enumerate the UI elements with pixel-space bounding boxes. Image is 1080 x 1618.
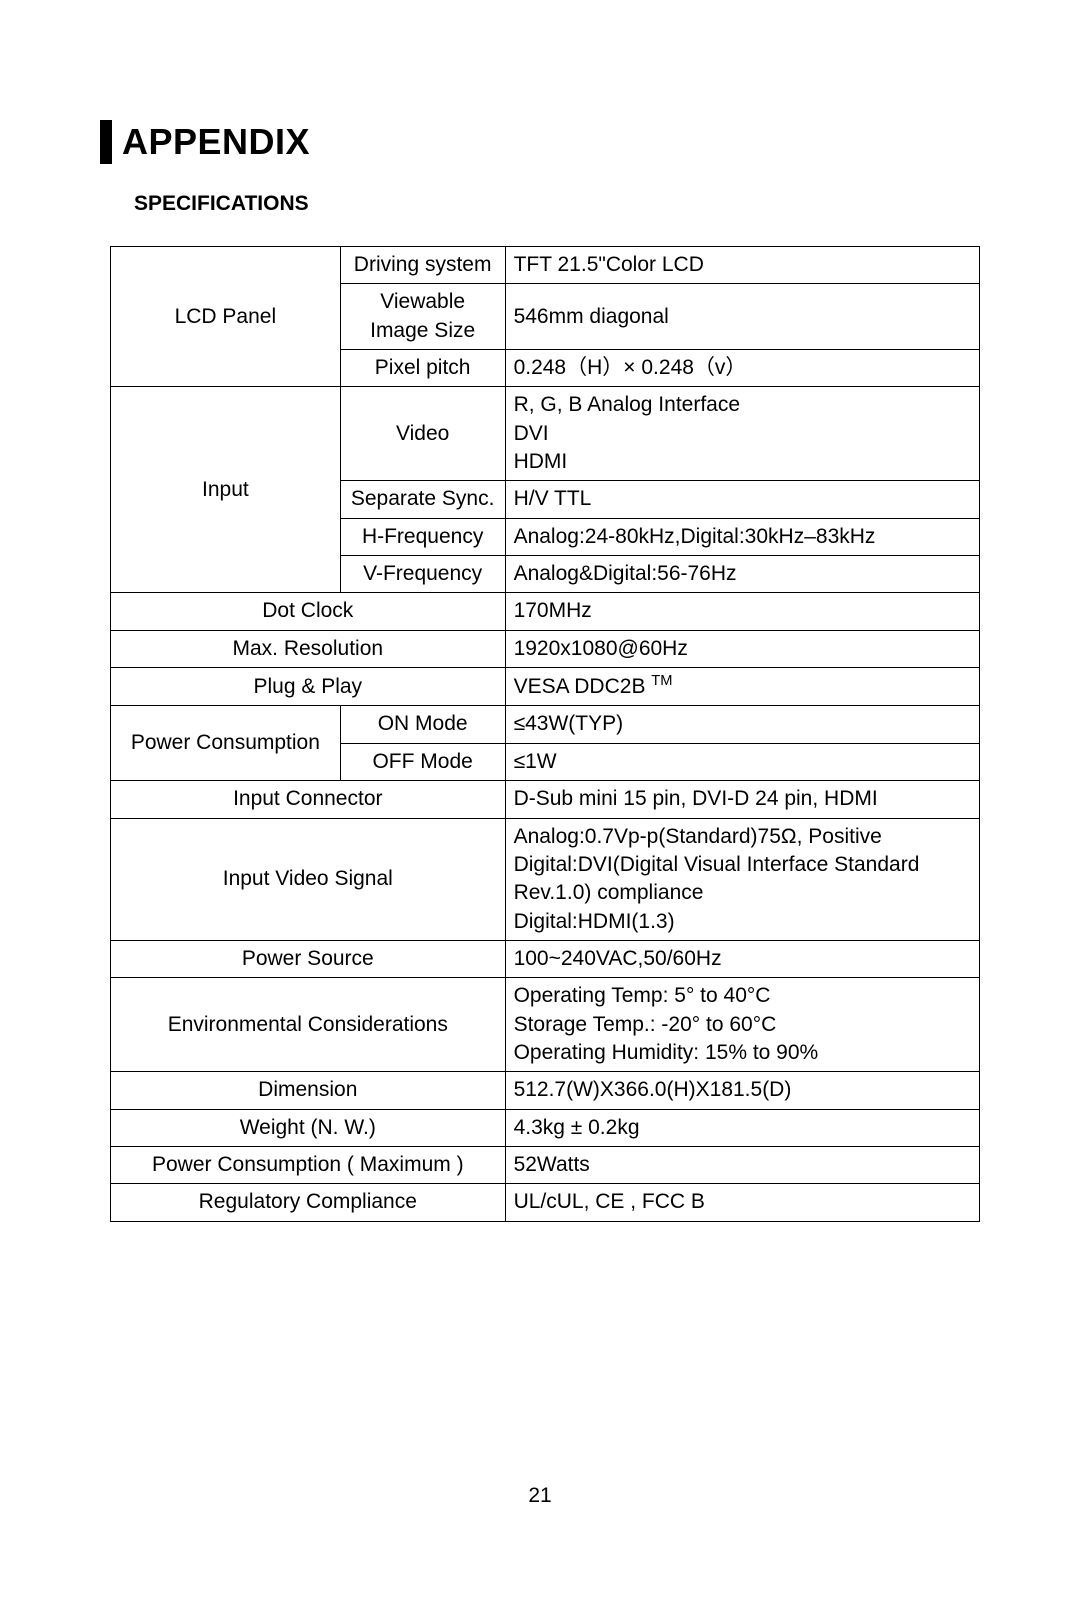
cell-value: Analog:0.7Vp-p(Standard)75Ω, Positive Di… [505,818,979,940]
page-title: APPENDIX [122,121,310,163]
page-number: 21 [0,1484,1080,1508]
plug-play-value: VESA DDC2B [514,675,652,698]
cell-value: 1920x1080@60Hz [505,630,979,667]
cell-subcategory: Viewable Image Size [340,284,505,350]
cell-value: UL/cUL, CE , FCC B [505,1184,979,1221]
document-page: APPENDIX SPECIFICATIONS LCD Panel Drivin… [0,0,1080,1222]
table-row: Input Video Signal Analog:0.7Vp-p(Standa… [111,818,980,940]
cell-value: 0.248（H）× 0.248（v） [505,350,979,387]
cell-value: ≤1W [505,743,979,780]
cell-subcategory: OFF Mode [340,743,505,780]
table-row: Input Connector D-Sub mini 15 pin, DVI-D… [111,781,980,818]
cell-value: 52Watts [505,1146,979,1183]
table-row: LCD Panel Driving system TFT 21.5"Color … [111,247,980,284]
cell-subcategory: ON Mode [340,706,505,743]
cell-category: Plug & Play [111,668,506,706]
cell-category: Power Consumption [111,706,341,781]
cell-value: Analog&Digital:56-76Hz [505,556,979,593]
title-row: APPENDIX [100,120,980,164]
cell-value: TFT 21.5"Color LCD [505,247,979,284]
cell-category: Regulatory Compliance [111,1184,506,1221]
cell-category: Power Consumption ( Maximum ) [111,1146,506,1183]
cell-value: Operating Temp: 5° to 40°C Storage Temp.… [505,978,979,1072]
cell-subcategory: V-Frequency [340,556,505,593]
cell-value: D-Sub mini 15 pin, DVI-D 24 pin, HDMI [505,781,979,818]
cell-category: Input [111,387,341,593]
table-row: Max. Resolution 1920x1080@60Hz [111,630,980,667]
trademark-superscript: TM [651,673,672,689]
table-row: Environmental Considerations Operating T… [111,978,980,1072]
cell-value: 546mm diagonal [505,284,979,350]
cell-category: Weight (N. W.) [111,1109,506,1146]
cell-value: R, G, B Analog Interface DVI HDMI [505,387,979,481]
table-row: Power Source 100~240VAC,50/60Hz [111,940,980,977]
cell-value: 512.7(W)X366.0(H)X181.5(D) [505,1072,979,1109]
cell-category: Dimension [111,1072,506,1109]
cell-value: H/V TTL [505,481,979,518]
table-row: Power Consumption ON Mode ≤43W(TYP) [111,706,980,743]
table-row: Dimension 512.7(W)X366.0(H)X181.5(D) [111,1072,980,1109]
cell-subcategory: Separate Sync. [340,481,505,518]
cell-subcategory: H-Frequency [340,518,505,555]
table-row: Input Video R, G, B Analog Interface DVI… [111,387,980,481]
cell-category: LCD Panel [111,247,341,387]
cell-subcategory: Driving system [340,247,505,284]
table-row: Plug & Play VESA DDC2B TM [111,668,980,706]
cell-value: 100~240VAC,50/60Hz [505,940,979,977]
table-row: Weight (N. W.) 4.3kg ± 0.2kg [111,1109,980,1146]
cell-value: 170MHz [505,593,979,630]
section-heading: SPECIFICATIONS [134,192,980,216]
cell-category: Input Video Signal [111,818,506,940]
table-row: Power Consumption ( Maximum ) 52Watts [111,1146,980,1183]
cell-value: ≤43W(TYP) [505,706,979,743]
table-row: Dot Clock 170MHz [111,593,980,630]
cell-value: VESA DDC2B TM [505,668,979,706]
cell-category: Power Source [111,940,506,977]
cell-subcategory: Video [340,387,505,481]
cell-value: Analog:24-80kHz,Digital:30kHz–83kHz [505,518,979,555]
cell-category: Max. Resolution [111,630,506,667]
cell-category: Dot Clock [111,593,506,630]
cell-subcategory: Pixel pitch [340,350,505,387]
table-row: Regulatory Compliance UL/cUL, CE , FCC B [111,1184,980,1221]
specifications-table: LCD Panel Driving system TFT 21.5"Color … [110,246,980,1222]
cell-value: 4.3kg ± 0.2kg [505,1109,979,1146]
title-accent-bar [100,120,112,164]
cell-category: Environmental Considerations [111,978,506,1072]
cell-category: Input Connector [111,781,506,818]
